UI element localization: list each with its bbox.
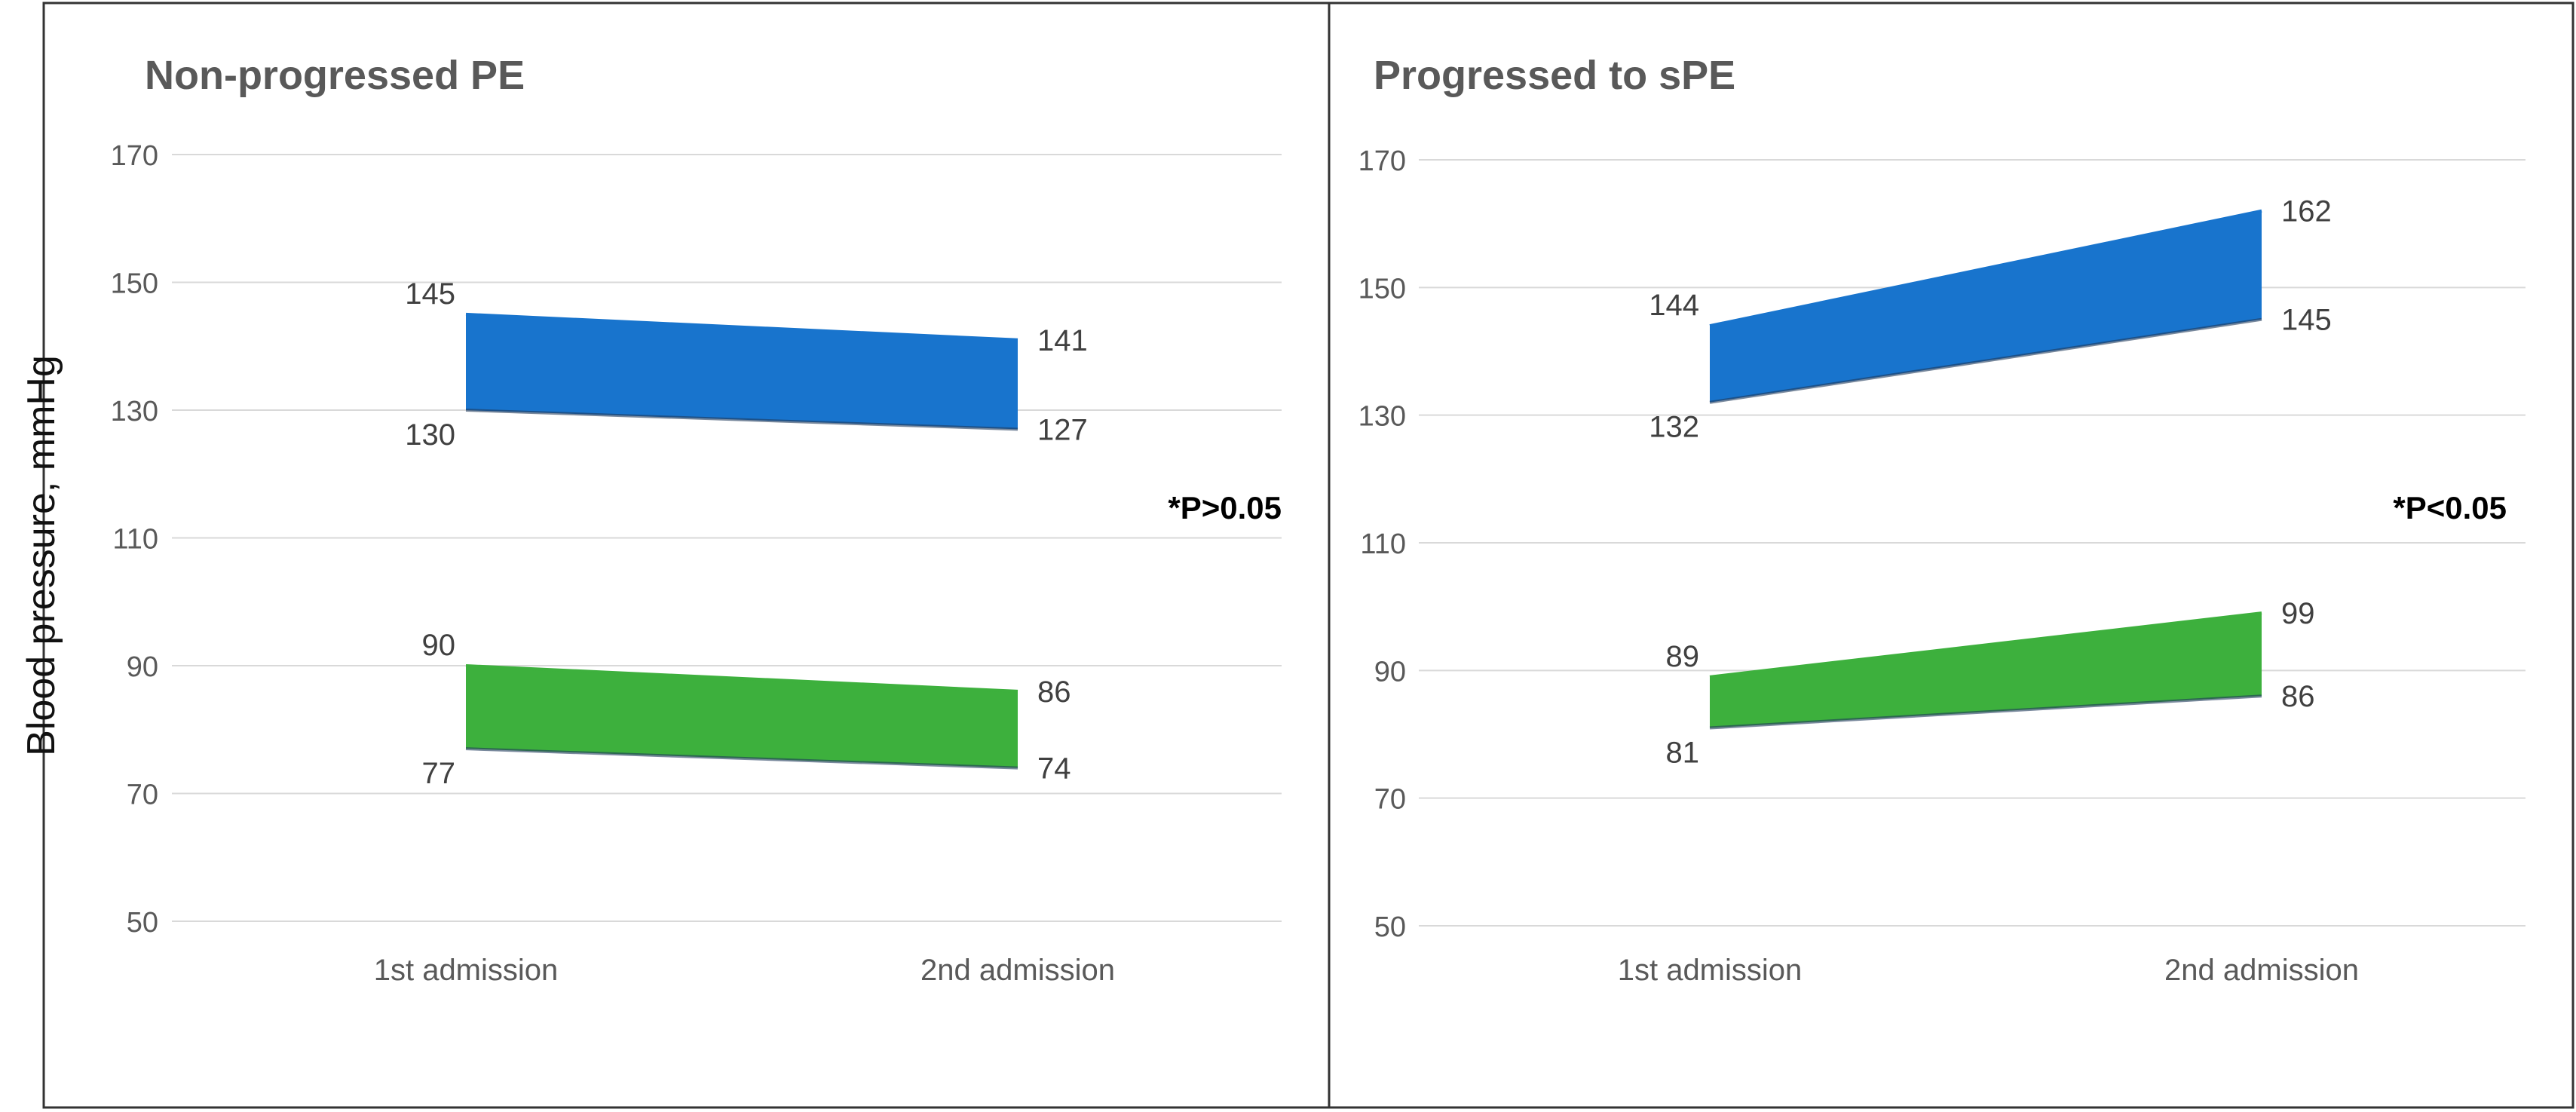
data-label-lower-right: 145 <box>2281 304 2332 337</box>
panel-title: Progressed to sPE <box>1374 53 1735 98</box>
y-axis-title-wrap: Blood pressure, mmHg <box>0 0 83 1112</box>
data-label-lower-left: 132 <box>1649 411 1699 444</box>
data-label-upper-left: 90 <box>422 629 456 662</box>
band-upper-line <box>465 312 1018 342</box>
band-lower-line <box>1709 694 2262 730</box>
band-diastolic <box>1710 613 2262 728</box>
band-upper-line <box>1709 209 2262 328</box>
y-axis-title: Blood pressure, mmHg <box>20 355 63 756</box>
data-label-upper-right: 141 <box>1037 324 1088 357</box>
x-tick-label: 2nd admission <box>920 954 1115 987</box>
y-tick-label: 110 <box>112 524 158 556</box>
y-tick-label: 70 <box>1374 784 1406 816</box>
data-label-upper-left: 89 <box>1666 640 1700 673</box>
panel-non-progressed: Non-progressed PE 50 70 90 110 130 150 170 1st a… <box>111 53 1282 987</box>
band-upper-line <box>465 664 1018 693</box>
band-lower-line <box>465 409 1018 431</box>
x-tick-label: 1st admission <box>374 954 559 987</box>
panel-title: Non-progressed PE <box>145 53 525 98</box>
figure-border <box>42 2 2574 1109</box>
y-tick-label: 90 <box>1374 656 1406 688</box>
y-tick-label: 130 <box>111 396 158 427</box>
data-label-upper-right: 99 <box>2281 597 2315 630</box>
significance-annotation: *P<0.05 <box>2393 490 2507 525</box>
panel-progressed: Progressed to sPE 50 70 90 110 130 150 170 1st a… <box>1358 53 2525 987</box>
band-systolic <box>1710 210 2262 403</box>
significance-annotation: *P>0.05 <box>1168 490 1282 525</box>
data-label-lower-left: 130 <box>405 418 455 452</box>
band-lower-line <box>465 747 1018 770</box>
y-tick-label: 170 <box>1358 146 1406 177</box>
x-tick-label: 1st admission <box>1618 954 1803 987</box>
x-tick-label: 2nd admission <box>2164 954 2359 987</box>
y-tick-label: 90 <box>127 651 158 683</box>
y-tick-label: 110 <box>1360 528 1406 560</box>
y-tick-label: 70 <box>127 780 158 811</box>
band-upper-line <box>1709 611 2262 679</box>
data-label-lower-left: 81 <box>1666 737 1700 770</box>
data-label-lower-left: 77 <box>422 757 456 790</box>
band-systolic <box>466 314 1018 430</box>
data-label-lower-right: 86 <box>2281 680 2315 713</box>
band-lower-line <box>1709 317 2262 404</box>
band-diastolic <box>466 666 1018 768</box>
y-tick-label: 50 <box>127 907 158 939</box>
y-tick-label: 130 <box>1358 401 1406 433</box>
y-tick-label: 170 <box>111 140 158 172</box>
data-label-upper-left: 144 <box>1649 289 1699 322</box>
data-label-upper-left: 145 <box>405 277 455 311</box>
y-tick-label: 150 <box>111 268 158 300</box>
data-label-lower-right: 74 <box>1037 752 1071 786</box>
data-label-lower-right: 127 <box>1037 413 1088 446</box>
data-label-upper-right: 162 <box>2281 195 2332 228</box>
data-label-upper-right: 86 <box>1037 675 1071 709</box>
y-tick-label: 150 <box>1358 273 1406 305</box>
y-tick-label: 50 <box>1374 911 1406 943</box>
